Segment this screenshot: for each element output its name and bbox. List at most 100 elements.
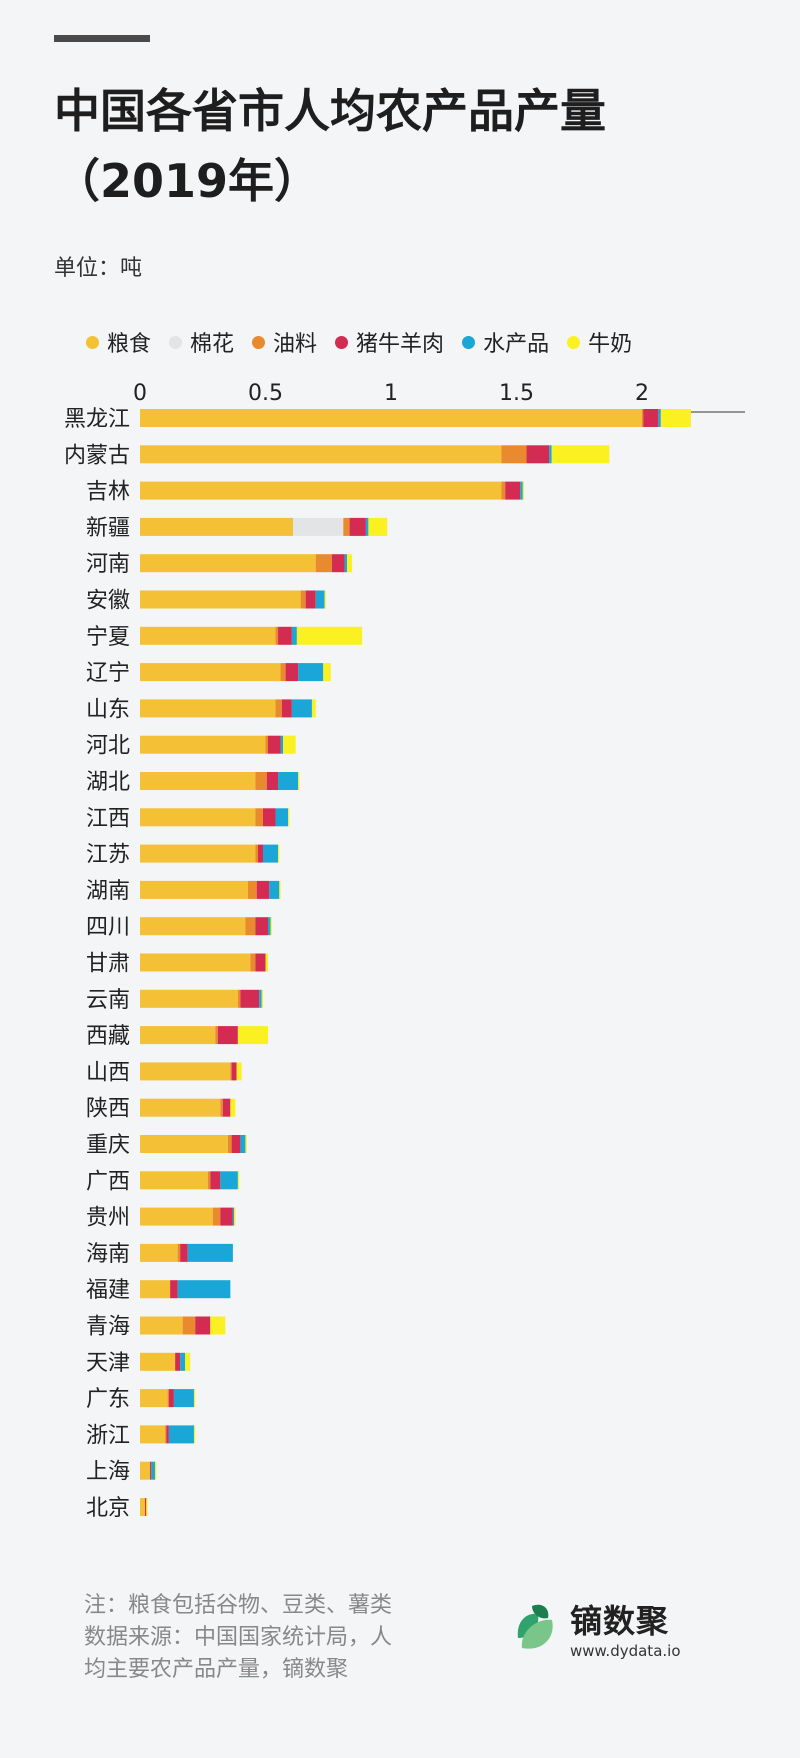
bar-segment bbox=[222, 1098, 231, 1117]
bar-segment bbox=[237, 989, 241, 1008]
bar-segment bbox=[349, 517, 366, 536]
bar-segment bbox=[285, 663, 299, 682]
category-label: 江苏 bbox=[86, 843, 130, 868]
bar-segment bbox=[170, 1280, 178, 1299]
bar-segment bbox=[140, 1243, 178, 1262]
category-label: 新疆 bbox=[86, 516, 130, 541]
bar-segment bbox=[275, 699, 282, 718]
bar-segment bbox=[323, 663, 331, 682]
category-label: 西藏 bbox=[86, 1024, 130, 1049]
bar-segment bbox=[140, 590, 301, 609]
bar-segment bbox=[140, 1461, 151, 1480]
bar-segment bbox=[237, 1026, 269, 1045]
title-accent-rule bbox=[54, 35, 150, 42]
category-label: 湖南 bbox=[86, 879, 130, 904]
category-label: 河南 bbox=[86, 552, 130, 577]
bar-segment bbox=[140, 1207, 213, 1226]
bar-segment bbox=[140, 409, 642, 427]
category-label: 内蒙古 bbox=[64, 443, 130, 468]
bar-segment bbox=[501, 445, 527, 464]
bar-segment bbox=[167, 1389, 169, 1408]
bar-segment bbox=[140, 1425, 166, 1444]
bar-segment bbox=[220, 1171, 238, 1190]
bar-segment bbox=[658, 409, 661, 427]
category-label: 广东 bbox=[86, 1387, 130, 1412]
bar-segment bbox=[236, 1062, 242, 1081]
bar-segment bbox=[175, 1352, 181, 1371]
note-line-1: 注：粮食包括谷物、豆类、薯类 bbox=[84, 1593, 393, 1618]
bar-segment bbox=[140, 880, 248, 899]
bar-segment bbox=[255, 772, 267, 790]
bar-segment bbox=[177, 1280, 231, 1299]
category-label: 上海 bbox=[86, 1460, 130, 1485]
legend-label: 水产品 bbox=[483, 332, 550, 357]
bar-segment bbox=[291, 699, 312, 718]
category-label: 湖北 bbox=[86, 770, 130, 795]
legend-item: 牛奶 bbox=[567, 326, 632, 358]
bar-segment bbox=[165, 1425, 167, 1444]
category-label: 河北 bbox=[86, 734, 130, 759]
bar-segment bbox=[268, 917, 271, 936]
bar-segment bbox=[168, 1425, 194, 1444]
x-tick-label: 1 bbox=[384, 381, 398, 406]
bar-segment bbox=[257, 844, 263, 863]
bar-segment bbox=[217, 1026, 238, 1045]
bar-segment bbox=[237, 1171, 240, 1190]
bar-segment bbox=[193, 1425, 196, 1444]
bar-segment bbox=[293, 517, 344, 536]
bar-segment bbox=[140, 517, 294, 536]
x-tick-label: 2 bbox=[635, 381, 649, 406]
bar-segment bbox=[315, 590, 325, 609]
bar-segment bbox=[298, 772, 300, 790]
bar-segment bbox=[140, 1280, 171, 1299]
category-label: 陕西 bbox=[86, 1097, 130, 1122]
category-label: 山东 bbox=[86, 697, 130, 722]
bar-segment bbox=[278, 772, 299, 790]
bar-segment bbox=[278, 626, 292, 645]
bar-segment bbox=[549, 445, 552, 464]
bar-segment bbox=[505, 481, 521, 500]
bar-segment bbox=[231, 1062, 237, 1081]
bar-segment bbox=[231, 1135, 241, 1153]
bar-segment bbox=[296, 626, 363, 645]
legend-swatch bbox=[252, 335, 266, 349]
legend-label: 猪牛羊肉 bbox=[356, 332, 445, 357]
legend-item: 棉花 bbox=[169, 326, 234, 358]
bar-segment bbox=[368, 517, 388, 536]
bar-segment bbox=[255, 917, 269, 936]
bar-segment bbox=[275, 808, 289, 827]
bar-segment bbox=[145, 1498, 147, 1516]
bar-segment bbox=[140, 1389, 168, 1408]
bar-segment bbox=[140, 1062, 231, 1081]
bar-segment bbox=[140, 699, 276, 718]
bar-segment bbox=[343, 517, 350, 536]
bar-segment bbox=[140, 844, 256, 863]
category-label: 黑龙江 bbox=[64, 407, 130, 432]
bar-segment bbox=[220, 1098, 223, 1117]
bar-segment bbox=[140, 1316, 183, 1335]
brand-name: 镝数聚 bbox=[570, 1602, 670, 1640]
legend-swatch bbox=[462, 335, 476, 349]
bar-segment bbox=[140, 481, 502, 500]
bar-segment bbox=[642, 409, 644, 427]
bar-segment bbox=[140, 1098, 221, 1117]
category-label: 云南 bbox=[86, 988, 130, 1013]
legend-item: 水产品 bbox=[462, 326, 549, 358]
bar-segment bbox=[140, 1171, 208, 1190]
bar-segment bbox=[195, 1316, 211, 1335]
bar-segment bbox=[247, 880, 257, 899]
bar-segment bbox=[234, 1207, 236, 1226]
bar-segment bbox=[182, 1316, 196, 1335]
bar-segment bbox=[365, 517, 369, 536]
bar-segment bbox=[220, 1207, 233, 1226]
bar-segment bbox=[270, 917, 272, 936]
bar-segment bbox=[660, 409, 691, 427]
legend-swatch bbox=[567, 335, 581, 349]
x-tick-label: 0.5 bbox=[248, 381, 283, 406]
bar-segment bbox=[140, 1352, 176, 1371]
bar-segment bbox=[173, 1389, 194, 1408]
bar-segment bbox=[155, 1461, 157, 1480]
bar-segment bbox=[245, 1135, 247, 1153]
bar-segment bbox=[215, 1026, 218, 1045]
bar-segment bbox=[240, 1135, 246, 1153]
